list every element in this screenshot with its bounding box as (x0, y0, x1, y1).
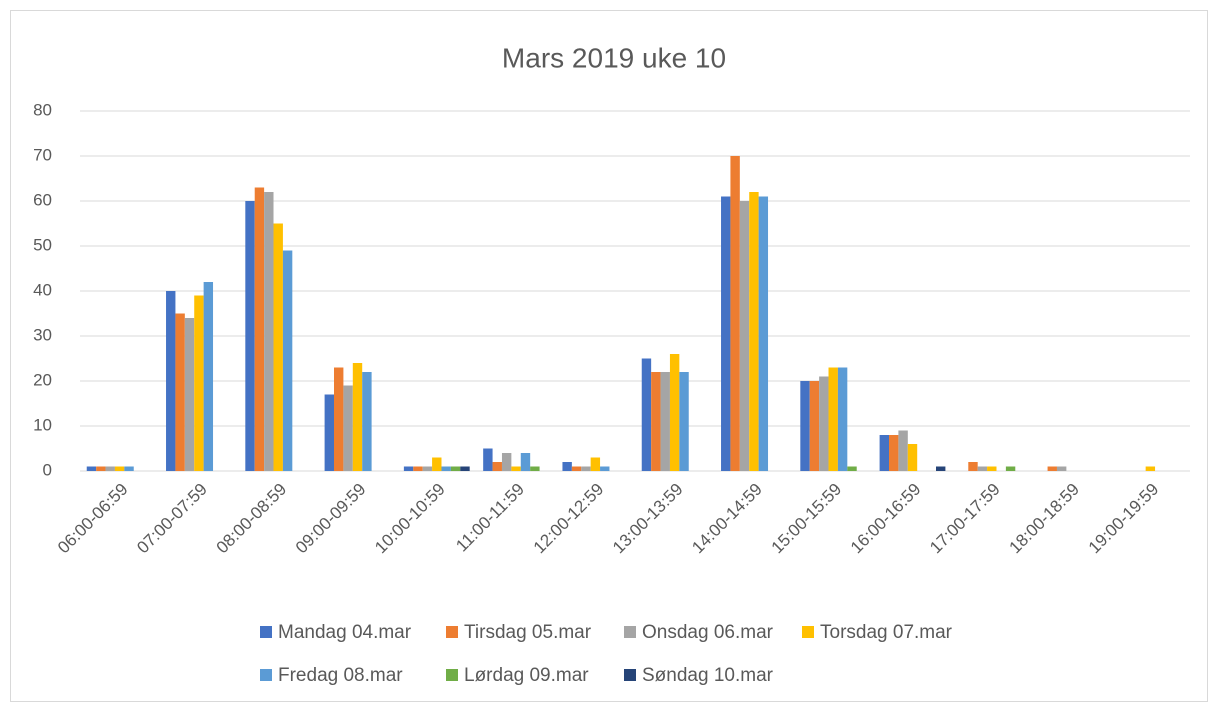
bar (511, 466, 521, 471)
bar (800, 381, 810, 471)
bar (175, 313, 185, 471)
bar (739, 201, 750, 471)
legend-label: Fredag 08.mar (278, 665, 403, 686)
y-tick-label: 30 (33, 325, 52, 344)
bar (96, 466, 106, 471)
legend-swatch (446, 626, 458, 638)
bar (1145, 466, 1156, 471)
chart-title: Mars 2019 uke 10 (502, 42, 726, 73)
bar (114, 466, 125, 471)
bar (889, 435, 899, 471)
bar (669, 354, 680, 471)
bar (166, 291, 176, 471)
bar (721, 196, 731, 471)
bar (432, 457, 442, 471)
bar (343, 385, 353, 471)
y-tick-label: 70 (33, 145, 52, 164)
bar (520, 453, 531, 471)
legend-swatch (624, 669, 636, 681)
bar (460, 466, 470, 471)
legend-swatch (446, 669, 458, 681)
y-tick-label: 80 (33, 100, 52, 119)
bar (968, 462, 978, 471)
bar (879, 435, 889, 471)
bar (334, 367, 344, 471)
bar (184, 318, 195, 471)
bar (352, 363, 363, 471)
y-tick-label: 20 (33, 370, 52, 389)
legend-swatch (624, 626, 636, 638)
legend-swatch (802, 626, 814, 638)
bar (483, 448, 493, 471)
bar (441, 466, 451, 471)
legend-label: Torsdag 07.mar (820, 622, 953, 643)
legend-swatch (260, 626, 272, 638)
y-tick-label: 60 (33, 190, 52, 209)
bar (413, 466, 423, 471)
bar (837, 367, 848, 471)
bar (86, 466, 97, 471)
bar (530, 466, 540, 471)
bar (828, 367, 838, 471)
bar (501, 453, 512, 471)
bar (1047, 466, 1057, 471)
y-tick-label: 40 (33, 280, 52, 299)
bar (590, 457, 601, 471)
bar (105, 466, 115, 471)
legend-label: Mandag 04.mar (278, 622, 412, 643)
bar (273, 223, 283, 471)
bar (679, 372, 689, 471)
bar (819, 376, 829, 471)
bar (492, 462, 502, 471)
bar (600, 466, 610, 471)
legend-label: Lørdag 09.mar (464, 665, 589, 686)
y-tick-label: 10 (33, 415, 52, 434)
bar (987, 466, 997, 471)
bar (124, 466, 134, 471)
bar (581, 466, 591, 471)
bar (758, 196, 769, 471)
bar (809, 381, 820, 471)
bar (641, 358, 652, 471)
bar (907, 444, 918, 471)
bar (282, 250, 293, 471)
bar (403, 466, 414, 471)
bar (324, 394, 334, 471)
bar (422, 466, 433, 471)
bar (571, 466, 582, 471)
bar (264, 192, 274, 471)
legend-label: Onsdag 06.mar (642, 622, 774, 643)
legend-label: Tirsdag 05.mar (464, 622, 592, 643)
bar (730, 156, 740, 471)
bar (847, 466, 857, 471)
y-tick-label: 50 (33, 235, 52, 254)
bar (749, 192, 759, 471)
y-tick-label: 0 (43, 460, 52, 479)
bar (898, 430, 908, 471)
bar (450, 466, 461, 471)
bar (1005, 466, 1016, 471)
bar (936, 466, 946, 471)
bar (651, 372, 661, 471)
bar (977, 466, 988, 471)
bar (1056, 466, 1067, 471)
bar (194, 295, 204, 471)
legend-swatch (260, 669, 272, 681)
bar (245, 201, 255, 471)
bar (660, 372, 670, 471)
bar (562, 462, 572, 471)
legend-label: Søndag 10.mar (642, 665, 774, 686)
bar (203, 282, 214, 471)
bar (254, 187, 265, 471)
bar (362, 372, 372, 471)
